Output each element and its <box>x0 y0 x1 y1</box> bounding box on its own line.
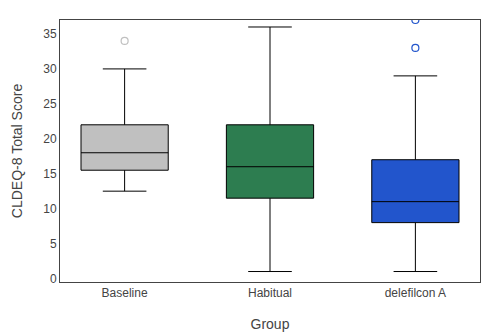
svg-text:CLDEQ-8 Total Score: CLDEQ-8 Total Score <box>9 84 25 219</box>
svg-text:35: 35 <box>43 27 57 41</box>
svg-text:5: 5 <box>50 237 57 251</box>
svg-text:20: 20 <box>43 132 57 146</box>
svg-text:0: 0 <box>50 272 57 286</box>
svg-text:30: 30 <box>43 62 57 76</box>
svg-text:delefilcon A: delefilcon A <box>385 286 446 300</box>
svg-text:15: 15 <box>43 167 57 181</box>
svg-text:Group: Group <box>251 316 290 332</box>
svg-text:25: 25 <box>43 97 57 111</box>
svg-text:10: 10 <box>43 202 57 216</box>
svg-text:Baseline: Baseline <box>102 286 148 300</box>
svg-text:Habitual: Habitual <box>248 286 292 300</box>
